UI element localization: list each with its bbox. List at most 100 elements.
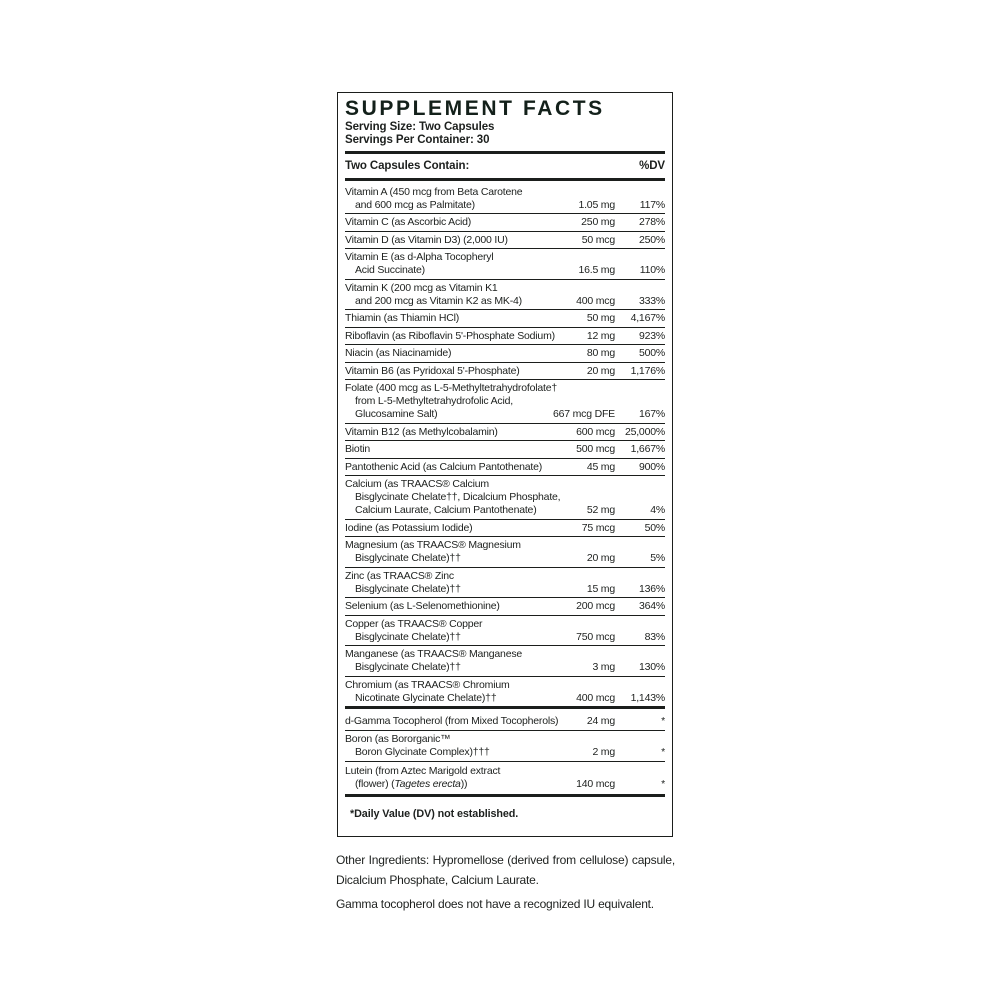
table-row: Magnesium (as TRAACS® Magnesium Bisglycin…	[345, 537, 665, 568]
no-dv-nutrient-table: d-Gamma Tocopherol (from Mixed Tocophero…	[345, 712, 665, 793]
nutrient-dv: 5%	[650, 552, 665, 565]
nutrient-name-line: Glucosamine Salt)	[355, 408, 438, 421]
nutrient-name: Vitamin K (200 mcg as Vitamin K1 and 200 …	[345, 282, 570, 308]
nutrient-name-line: Vitamin K (200 mcg as Vitamin K1	[345, 281, 498, 294]
table-row: Thiamin (as Thiamin HCl) 50 mg 4,167%	[345, 310, 665, 328]
nutrient-amount: 667 mcg DFE	[553, 408, 615, 421]
nutrient-name: Folate (400 mcg as L-5-Methyltetrahydrof…	[345, 382, 557, 421]
nutrient-dv: 136%	[638, 582, 665, 595]
nutrient-dv: 130%	[638, 661, 665, 674]
nutrient-name-line: Nicotinate Glycinate Chelate)††	[355, 691, 497, 704]
nutrient-dv: 4%	[650, 504, 665, 517]
nutrient-name-line: Chromium (as TRAACS® Chromium	[345, 678, 510, 691]
table-row: Pantothenic Acid (as Calcium Pantothenat…	[345, 459, 665, 477]
servings-per-container: Servings Per Container: 30	[345, 134, 490, 147]
nutrient-amount: 250 mg	[581, 216, 615, 229]
divider-thick	[345, 177, 665, 181]
nutrient-amount: 600 mcg	[576, 425, 615, 438]
nutrient-name-line: Bisglycinate Chelate)††	[355, 582, 461, 595]
nutrient-name-line: Vitamin D (as Vitamin D3) (2,000 IU)	[345, 233, 508, 246]
nutrient-amount: 12 mg	[586, 329, 615, 342]
daily-value-footnote: *Daily Value (DV) not established.	[350, 807, 519, 820]
column-header-row: Two Capsules Contain: %DV	[345, 157, 665, 175]
nutrient-amount: 2 mg	[592, 746, 615, 759]
nutrient-amount: 3 mg	[592, 661, 615, 674]
nutrient-name-line: Magnesium (as TRAACS® Magnesium	[345, 539, 521, 552]
nutrient-name-line: from L-5-Methyltetrahydrofolic Acid,	[355, 395, 513, 408]
nutrient-name-line: Vitamin B12 (as Methylcobalamin)	[345, 425, 498, 438]
nutrient-dv: 117%	[639, 198, 665, 211]
nutrient-amount: 20 mg	[586, 364, 615, 377]
table-row: Copper (as TRAACS® Copper Bisglycinate Ch…	[345, 616, 665, 647]
nutrient-amount: 52 mg	[586, 504, 615, 517]
table-row: Calcium (as TRAACS® Calcium Bisglycinate …	[345, 476, 665, 520]
nutrient-name-line: Calcium Laurate, Calcium Pantothenate)	[355, 504, 537, 517]
nutrient-name: Vitamin B6 (as Pyridoxal 5'-Phosphate)	[345, 365, 581, 378]
nutrient-dv: 500%	[638, 347, 665, 360]
nutrient-name: Thiamin (as Thiamin HCl)	[345, 312, 581, 325]
nutrient-name: Vitamin B12 (as Methylcobalamin)	[345, 426, 570, 439]
table-row: Vitamin D (as Vitamin D3) (2,000 IU) 50 m…	[345, 232, 665, 250]
nutrient-name-line: Boron Glycinate Complex)†††	[355, 746, 490, 759]
nutrient-name: Boron (as Bororganic™ Boron Glycinate Com…	[345, 733, 586, 759]
table-row: Vitamin A (450 mcg from Beta Carotene and…	[345, 184, 665, 215]
divider-thick	[345, 150, 665, 154]
table-row: Niacin (as Niacinamide) 80 mg 500%	[345, 345, 665, 363]
table-row: Lutein (from Aztec Marigold extract (flow…	[345, 762, 665, 793]
nutrient-name-line: Bisglycinate Chelate)††	[355, 552, 461, 565]
nutrient-name-line: Vitamin B6 (as Pyridoxal 5'-Phosphate)	[345, 364, 520, 377]
nutrient-name: Iodine (as Potassium Iodide)	[345, 522, 576, 535]
nutrient-name-line: and 200 mcg as Vitamin K2 as MK-4)	[355, 294, 522, 307]
nutrient-dv: 250%	[638, 233, 665, 246]
nutrient-name-line: Bisglycinate Chelate††, Dicalcium Phosph…	[355, 491, 561, 504]
nutrient-amount: 20 mg	[586, 552, 615, 565]
nutrient-name-line: Boron (as Bororganic™	[345, 733, 451, 746]
nutrient-amount: 500 mcg	[576, 443, 615, 456]
nutrient-name-line: Selenium (as L-Selenomethionine)	[345, 600, 500, 613]
nutrient-name-line: Riboflavin (as Riboflavin 5'-Phosphate S…	[345, 329, 555, 342]
nutrient-name-line: Zinc (as TRAACS® Zinc	[345, 569, 454, 582]
nutrient-name-line: Vitamin E (as d-Alpha Tocopheryl	[345, 251, 494, 264]
nutrient-name: Zinc (as TRAACS® Zinc Bisglycinate Chelat…	[345, 570, 581, 596]
table-row: Zinc (as TRAACS® Zinc Bisglycinate Chelat…	[345, 568, 665, 599]
nutrient-dv: 83%	[644, 630, 666, 643]
divider-thick	[345, 706, 665, 710]
table-row: Folate (400 mcg as L-5-Methyltetrahydrof…	[345, 380, 665, 424]
nutrient-name: Manganese (as TRAACS® Manganese Bisglycin…	[345, 648, 586, 674]
nutrient-amount: 15 mg	[586, 582, 615, 595]
nutrient-amount: 400 mcg	[576, 294, 615, 307]
table-row: Boron (as Bororganic™ Boron Glycinate Com…	[345, 731, 665, 763]
nutrient-amount: 24 mg	[586, 714, 615, 727]
table-row: Vitamin B6 (as Pyridoxal 5'-Phosphate) 20…	[345, 363, 665, 381]
nutrient-name-line: Acid Succinate)	[355, 264, 425, 277]
gamma-tocopherol-note: Gamma tocopherol does not have a recogni…	[336, 897, 654, 911]
nutrient-name: d-Gamma Tocopherol (from Mixed Tocophero…	[345, 715, 581, 728]
nutrient-dv: 110%	[639, 264, 665, 277]
nutrient-name-line: Calcium (as TRAACS® Calcium	[345, 478, 489, 491]
nutrient-name-line: Bisglycinate Chelate)††	[355, 630, 461, 643]
nutrient-dv: 25,000%	[624, 425, 665, 438]
table-row: Riboflavin (as Riboflavin 5'-Phosphate S…	[345, 328, 665, 346]
nutrient-name-line: d-Gamma Tocopherol (from Mixed Tocophero…	[345, 714, 559, 727]
nutrient-name: Riboflavin (as Riboflavin 5'-Phosphate S…	[345, 330, 581, 343]
nutrient-name: Biotin	[345, 443, 570, 456]
serving-size: Serving Size: Two Capsules	[345, 120, 495, 133]
nutrient-name: Selenium (as L-Selenomethionine)	[345, 600, 570, 613]
nutrient-dv: 50%	[644, 521, 666, 534]
nutrient-name-line: Niacin (as Niacinamide)	[345, 347, 452, 360]
nutrient-dv: 167%	[638, 408, 665, 421]
nutrient-name: Vitamin C (as Ascorbic Acid)	[345, 216, 575, 229]
nutrient-amount: 400 mcg	[576, 691, 615, 704]
main-nutrient-table: Vitamin A (450 mcg from Beta Carotene and…	[345, 184, 665, 707]
nutrient-amount: 75 mcg	[581, 521, 615, 534]
table-row: Chromium (as TRAACS® Chromium Nicotinate …	[345, 677, 665, 707]
nutrient-amount: 140 mcg	[576, 777, 615, 790]
nutrient-name-line: and 600 mcg as Palmitate)	[355, 198, 475, 211]
table-row: d-Gamma Tocopherol (from Mixed Tocophero…	[345, 712, 665, 731]
nutrient-name: Niacin (as Niacinamide)	[345, 347, 581, 360]
table-row: Vitamin B12 (as Methylcobalamin) 600 mcg 2…	[345, 424, 665, 442]
table-row: Vitamin K (200 mcg as Vitamin K1 and 200 …	[345, 280, 665, 311]
nutrient-name: Chromium (as TRAACS® Chromium Nicotinate …	[345, 679, 570, 705]
nutrient-amount: 45 mg	[586, 460, 615, 473]
nutrient-name-line: Vitamin A (450 mcg from Beta Carotene	[345, 185, 523, 198]
